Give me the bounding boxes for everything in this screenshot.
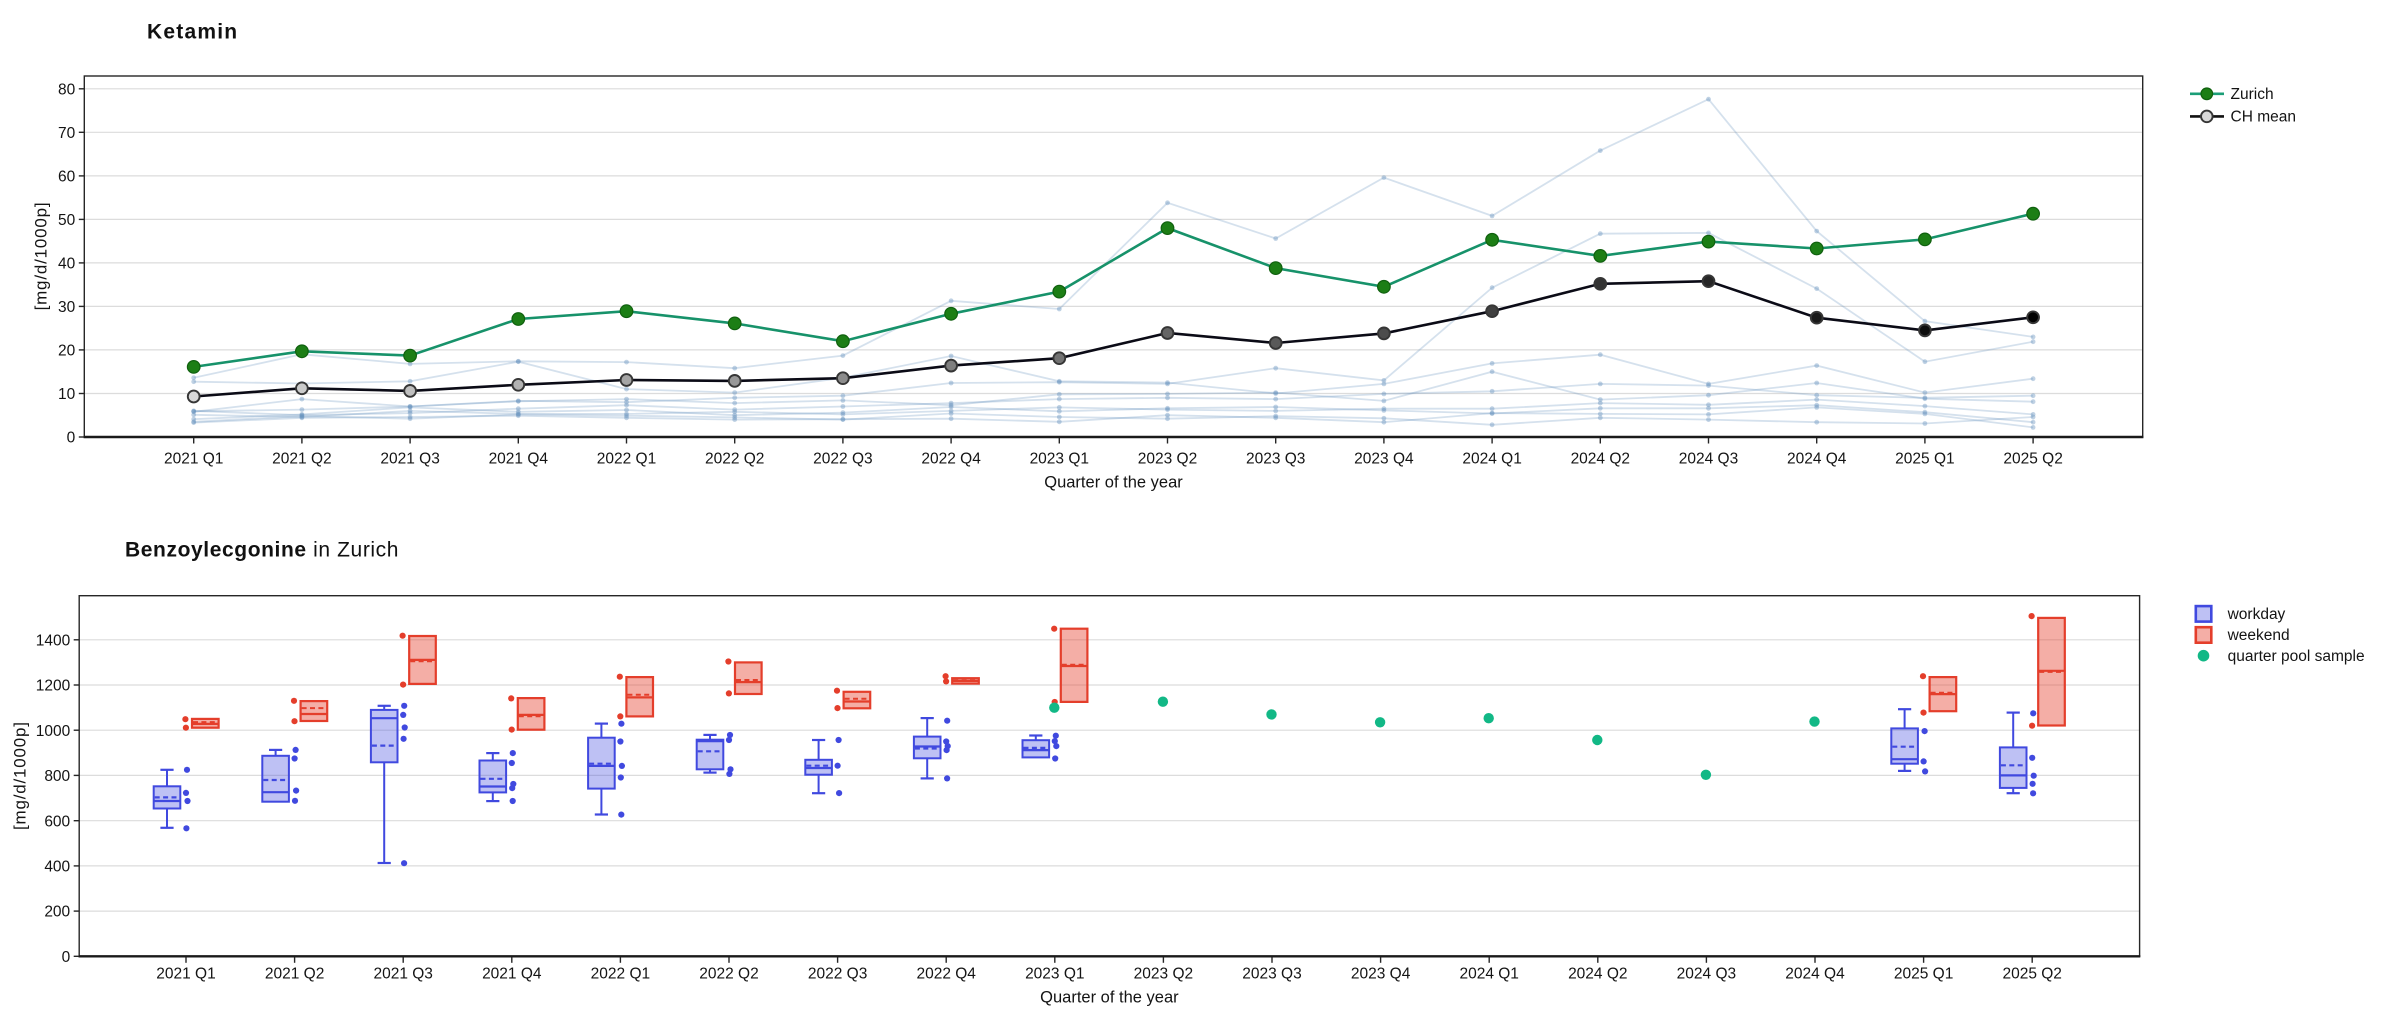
svg-text:2021 Q1: 2021 Q1 — [156, 966, 215, 983]
svg-text:2022 Q3: 2022 Q3 — [808, 966, 867, 983]
svg-text:2021 Q4: 2021 Q4 — [489, 451, 549, 468]
svg-text:2021 Q3: 2021 Q3 — [373, 966, 432, 983]
svg-text:20: 20 — [58, 342, 76, 359]
svg-text:2023 Q2: 2023 Q2 — [1134, 966, 1193, 983]
svg-text:Benzoylecgonine in Zurich: Benzoylecgonine in Zurich — [125, 539, 399, 562]
svg-text:50: 50 — [58, 212, 76, 229]
svg-text:2025 Q1: 2025 Q1 — [1895, 451, 1954, 468]
svg-text:2021 Q4: 2021 Q4 — [482, 966, 542, 983]
svg-text:2022 Q2: 2022 Q2 — [705, 451, 764, 468]
svg-text:2025 Q1: 2025 Q1 — [1894, 966, 1953, 983]
svg-text:600: 600 — [44, 813, 70, 830]
svg-text:2024 Q1: 2024 Q1 — [1459, 966, 1518, 983]
svg-text:30: 30 — [58, 299, 76, 316]
svg-text:70: 70 — [58, 125, 76, 142]
svg-text:2023 Q4: 2023 Q4 — [1354, 451, 1414, 468]
svg-text:2024 Q2: 2024 Q2 — [1571, 451, 1630, 468]
svg-text:2021 Q1: 2021 Q1 — [164, 451, 223, 468]
svg-text:2022 Q3: 2022 Q3 — [813, 451, 872, 468]
svg-text:2024 Q3: 2024 Q3 — [1677, 966, 1736, 983]
svg-text:40: 40 — [58, 255, 76, 272]
svg-text:2021 Q2: 2021 Q2 — [265, 966, 324, 983]
svg-text:2023 Q1: 2023 Q1 — [1025, 966, 1084, 983]
svg-text:Quarter of the year: Quarter of the year — [1040, 989, 1179, 1007]
svg-text:2023 Q2: 2023 Q2 — [1138, 451, 1197, 468]
svg-text:2024 Q3: 2024 Q3 — [1679, 451, 1738, 468]
svg-text:2023 Q3: 2023 Q3 — [1246, 451, 1305, 468]
svg-text:10: 10 — [58, 386, 76, 403]
svg-text:2021 Q3: 2021 Q3 — [380, 451, 439, 468]
svg-text:2022 Q1: 2022 Q1 — [597, 451, 656, 468]
svg-text:2021 Q2: 2021 Q2 — [272, 451, 331, 468]
svg-text:2022 Q1: 2022 Q1 — [591, 966, 650, 983]
svg-text:Ketamin: Ketamin — [147, 21, 238, 44]
svg-text:1400: 1400 — [36, 632, 71, 649]
svg-text:2024 Q1: 2024 Q1 — [1462, 451, 1521, 468]
svg-text:2024 Q4: 2024 Q4 — [1787, 451, 1847, 468]
svg-text:CH mean: CH mean — [2231, 109, 2296, 126]
svg-text:2023 Q3: 2023 Q3 — [1242, 966, 1301, 983]
svg-text:2022 Q4: 2022 Q4 — [916, 966, 976, 983]
svg-text:80: 80 — [58, 81, 76, 98]
svg-text:weekend: weekend — [2227, 627, 2290, 644]
svg-text:2024 Q2: 2024 Q2 — [1568, 966, 1627, 983]
svg-text:[mg/d/1000p]: [mg/d/1000p] — [10, 721, 29, 830]
svg-text:2025 Q2: 2025 Q2 — [2002, 966, 2061, 983]
svg-text:60: 60 — [58, 168, 76, 185]
svg-text:0: 0 — [67, 430, 76, 447]
svg-text:quarter pool sample: quarter pool sample — [2228, 648, 2365, 665]
svg-text:2025 Q2: 2025 Q2 — [2003, 451, 2062, 468]
svg-text:800: 800 — [44, 768, 70, 785]
svg-text:2023 Q4: 2023 Q4 — [1351, 966, 1411, 983]
svg-text:200: 200 — [44, 904, 70, 921]
svg-text:1200: 1200 — [36, 678, 71, 695]
svg-text:400: 400 — [44, 858, 70, 875]
svg-text:1000: 1000 — [36, 723, 71, 740]
svg-text:2023 Q1: 2023 Q1 — [1030, 451, 1089, 468]
svg-text:2022 Q4: 2022 Q4 — [921, 451, 981, 468]
svg-text:workday: workday — [2227, 606, 2286, 623]
svg-text:Quarter of the year: Quarter of the year — [1044, 474, 1183, 492]
svg-text:0: 0 — [62, 949, 71, 966]
svg-text:[mg/d/1000p]: [mg/d/1000p] — [32, 202, 51, 311]
svg-text:2022 Q2: 2022 Q2 — [699, 966, 758, 983]
svg-text:2024 Q4: 2024 Q4 — [1785, 966, 1845, 983]
svg-text:Zurich: Zurich — [2231, 86, 2274, 103]
